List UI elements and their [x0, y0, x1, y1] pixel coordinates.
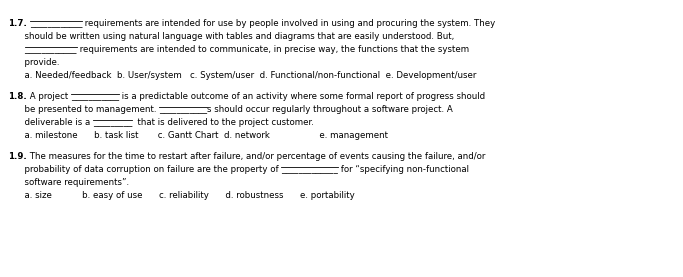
Text: ___________: ___________ — [71, 92, 119, 101]
Text: provide.: provide. — [8, 58, 59, 67]
Text: 1.9.: 1.9. — [8, 152, 27, 161]
Text: be presented to management.: be presented to management. — [8, 105, 159, 114]
Text: for “specifying non-functional: for “specifying non-functional — [338, 165, 469, 174]
Text: s should occur regularly throughout a software project. A: s should occur regularly throughout a so… — [208, 105, 453, 114]
Text: deliverable is a: deliverable is a — [8, 118, 93, 127]
Text: 1.8.: 1.8. — [8, 92, 27, 101]
Text: that is delivered to the project customer.: that is delivered to the project custome… — [133, 118, 314, 127]
Text: should be written using natural language with tables and diagrams that are easil: should be written using natural language… — [8, 32, 454, 41]
Text: _________: _________ — [93, 118, 133, 127]
Text: requirements are intended for use by people involved in using and procuring the : requirements are intended for use by peo… — [82, 19, 495, 28]
Text: probability of data corruption on failure are the property of: probability of data corruption on failur… — [8, 165, 281, 174]
Text: ___________: ___________ — [159, 105, 208, 114]
Text: requirements are intended to communicate, in precise way, the functions that the: requirements are intended to communicate… — [77, 45, 469, 54]
Text: ____________: ____________ — [25, 45, 77, 54]
Text: is a predictable outcome of an activity where some formal report of progress sho: is a predictable outcome of an activity … — [119, 92, 485, 101]
Text: A project: A project — [27, 92, 71, 101]
Text: 1.7.: 1.7. — [8, 19, 27, 28]
Text: software requirements”.: software requirements”. — [8, 178, 129, 187]
Text: ____________: ____________ — [29, 19, 82, 28]
Text: _____________: _____________ — [281, 165, 338, 174]
Text: a. size           b. easy of use      c. reliability      d. robustness      e. : a. size b. easy of use c. reliability d.… — [8, 191, 354, 200]
Text: a. milestone      b. task list       c. Gantt Chart  d. network                 : a. milestone b. task list c. Gantt Chart… — [8, 131, 388, 140]
Text: a. Needed/feedback  b. User/system   c. System/user  d. Functional/non-functiona: a. Needed/feedback b. User/system c. Sys… — [8, 71, 476, 80]
Text: The measures for the time to restart after failure, and/or percentage of events : The measures for the time to restart aft… — [27, 152, 485, 161]
